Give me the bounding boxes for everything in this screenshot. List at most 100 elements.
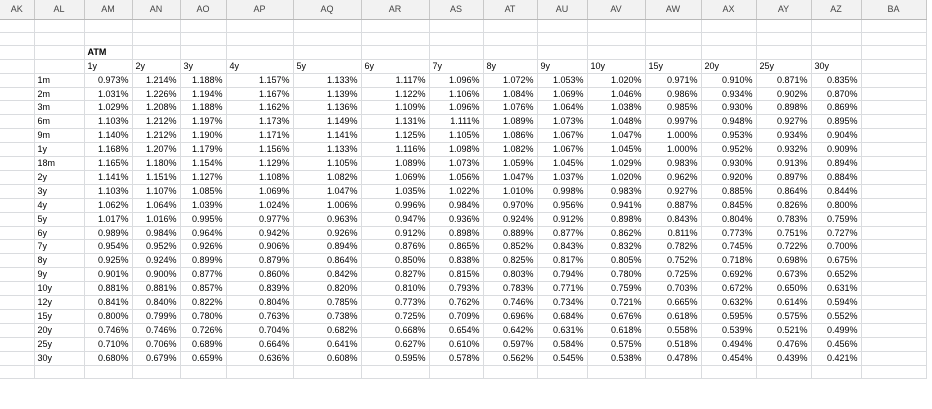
value-cell[interactable]: 1.098% xyxy=(429,142,484,158)
empty-cell[interactable] xyxy=(861,87,927,102)
value-cell[interactable]: 1.190% xyxy=(180,128,227,144)
value-cell[interactable]: 0.689% xyxy=(180,337,227,352)
value-cell[interactable]: 0.871% xyxy=(756,73,812,88)
empty-cell[interactable] xyxy=(811,45,862,60)
empty-cell[interactable] xyxy=(0,365,35,379)
value-cell[interactable]: 0.839% xyxy=(226,281,294,297)
value-cell[interactable]: 1.212% xyxy=(132,128,181,144)
value-cell[interactable]: 0.759% xyxy=(587,281,646,297)
column-header-ak[interactable]: AK xyxy=(0,0,35,20)
value-cell[interactable]: 0.782% xyxy=(645,239,702,255)
value-cell[interactable]: 0.912% xyxy=(361,226,430,241)
maturity-header-cell[interactable]: 9y xyxy=(537,59,588,74)
value-cell[interactable]: 0.680% xyxy=(84,351,133,366)
empty-cell[interactable] xyxy=(861,156,927,171)
value-cell[interactable]: 1.035% xyxy=(361,184,430,199)
empty-cell[interactable] xyxy=(537,32,588,46)
value-cell[interactable]: 0.973% xyxy=(84,73,133,88)
tenor-label-cell[interactable]: 12y xyxy=(34,295,85,310)
maturity-header-cell[interactable]: 30y xyxy=(811,59,862,74)
tenor-label-cell[interactable]: 6y xyxy=(34,226,85,241)
value-cell[interactable]: 1.165% xyxy=(84,156,133,171)
empty-cell[interactable] xyxy=(0,59,35,74)
value-cell[interactable]: 0.783% xyxy=(483,281,538,297)
column-header-az[interactable]: AZ xyxy=(811,0,862,20)
value-cell[interactable]: 0.983% xyxy=(587,184,646,199)
value-cell[interactable]: 0.977% xyxy=(226,212,294,227)
value-cell[interactable]: 0.897% xyxy=(756,170,812,185)
empty-cell[interactable] xyxy=(701,365,757,379)
value-cell[interactable]: 0.725% xyxy=(645,267,702,283)
column-header-as[interactable]: AS xyxy=(429,0,484,20)
value-cell[interactable]: 0.843% xyxy=(645,212,702,227)
value-cell[interactable]: 1.197% xyxy=(180,114,227,130)
empty-cell[interactable] xyxy=(861,184,927,199)
value-cell[interactable]: 0.476% xyxy=(756,337,812,352)
value-cell[interactable]: 0.692% xyxy=(701,267,757,283)
value-cell[interactable]: 0.879% xyxy=(226,253,294,269)
empty-cell[interactable] xyxy=(483,19,538,33)
value-cell[interactable]: 0.876% xyxy=(361,239,430,255)
value-cell[interactable]: 0.752% xyxy=(645,253,702,269)
value-cell[interactable]: 0.803% xyxy=(483,267,538,283)
value-cell[interactable]: 0.825% xyxy=(483,253,538,269)
value-cell[interactable]: 1.212% xyxy=(132,114,181,130)
value-cell[interactable]: 0.763% xyxy=(226,309,294,324)
tenor-label-cell[interactable]: 30y xyxy=(34,351,85,366)
tenor-label-cell[interactable]: 3y xyxy=(34,184,85,199)
value-cell[interactable]: 0.439% xyxy=(756,351,812,366)
value-cell[interactable]: 0.805% xyxy=(587,253,646,269)
value-cell[interactable]: 0.521% xyxy=(756,323,812,338)
column-header-aq[interactable]: AQ xyxy=(293,0,362,20)
value-cell[interactable]: 1.082% xyxy=(293,170,362,185)
empty-cell[interactable] xyxy=(361,32,430,46)
value-cell[interactable]: 0.659% xyxy=(180,351,227,366)
tenor-label-cell[interactable]: 2y xyxy=(34,170,85,185)
value-cell[interactable]: 0.618% xyxy=(645,309,702,324)
value-cell[interactable]: 0.826% xyxy=(756,198,812,213)
empty-cell[interactable] xyxy=(132,45,181,60)
value-cell[interactable]: 0.811% xyxy=(645,226,702,241)
value-cell[interactable]: 1.103% xyxy=(84,114,133,130)
empty-cell[interactable] xyxy=(756,45,812,60)
value-cell[interactable]: 1.107% xyxy=(132,184,181,199)
column-header-au[interactable]: AU xyxy=(537,0,588,20)
value-cell[interactable]: 0.895% xyxy=(811,114,862,130)
tenor-label-cell[interactable]: 4y xyxy=(34,198,85,213)
value-cell[interactable]: 0.901% xyxy=(84,267,133,283)
value-cell[interactable]: 1.016% xyxy=(132,212,181,227)
empty-cell[interactable] xyxy=(84,365,133,379)
value-cell[interactable]: 0.759% xyxy=(811,212,862,227)
value-cell[interactable]: 0.986% xyxy=(645,87,702,102)
value-cell[interactable]: 0.650% xyxy=(756,281,812,297)
empty-cell[interactable] xyxy=(861,309,927,324)
value-cell[interactable]: 0.885% xyxy=(701,184,757,199)
empty-cell[interactable] xyxy=(0,267,35,283)
value-cell[interactable]: 0.898% xyxy=(756,100,812,116)
value-cell[interactable]: 0.627% xyxy=(361,337,430,352)
value-cell[interactable]: 0.738% xyxy=(293,309,362,324)
value-cell[interactable]: 0.820% xyxy=(293,281,362,297)
value-cell[interactable]: 0.947% xyxy=(361,212,430,227)
value-cell[interactable]: 1.064% xyxy=(537,100,588,116)
value-cell[interactable]: 0.539% xyxy=(701,323,757,338)
value-cell[interactable]: 1.086% xyxy=(483,128,538,144)
value-cell[interactable]: 0.952% xyxy=(701,142,757,158)
value-cell[interactable]: 1.024% xyxy=(226,198,294,213)
empty-cell[interactable] xyxy=(645,19,702,33)
maturity-header-cell[interactable]: 3y xyxy=(180,59,227,74)
empty-cell[interactable] xyxy=(861,142,927,158)
maturity-header-cell[interactable]: 7y xyxy=(429,59,484,74)
value-cell[interactable]: 0.984% xyxy=(429,198,484,213)
value-cell[interactable]: 0.889% xyxy=(483,226,538,241)
tenor-label-cell[interactable]: 1y xyxy=(34,142,85,158)
value-cell[interactable]: 1.047% xyxy=(587,128,646,144)
empty-cell[interactable] xyxy=(587,365,646,379)
empty-cell[interactable] xyxy=(429,45,484,60)
value-cell[interactable]: 1.116% xyxy=(361,142,430,158)
value-cell[interactable]: 1.017% xyxy=(84,212,133,227)
value-cell[interactable]: 0.726% xyxy=(180,323,227,338)
value-cell[interactable]: 1.010% xyxy=(483,184,538,199)
empty-cell[interactable] xyxy=(0,170,35,185)
value-cell[interactable]: 1.047% xyxy=(483,170,538,185)
